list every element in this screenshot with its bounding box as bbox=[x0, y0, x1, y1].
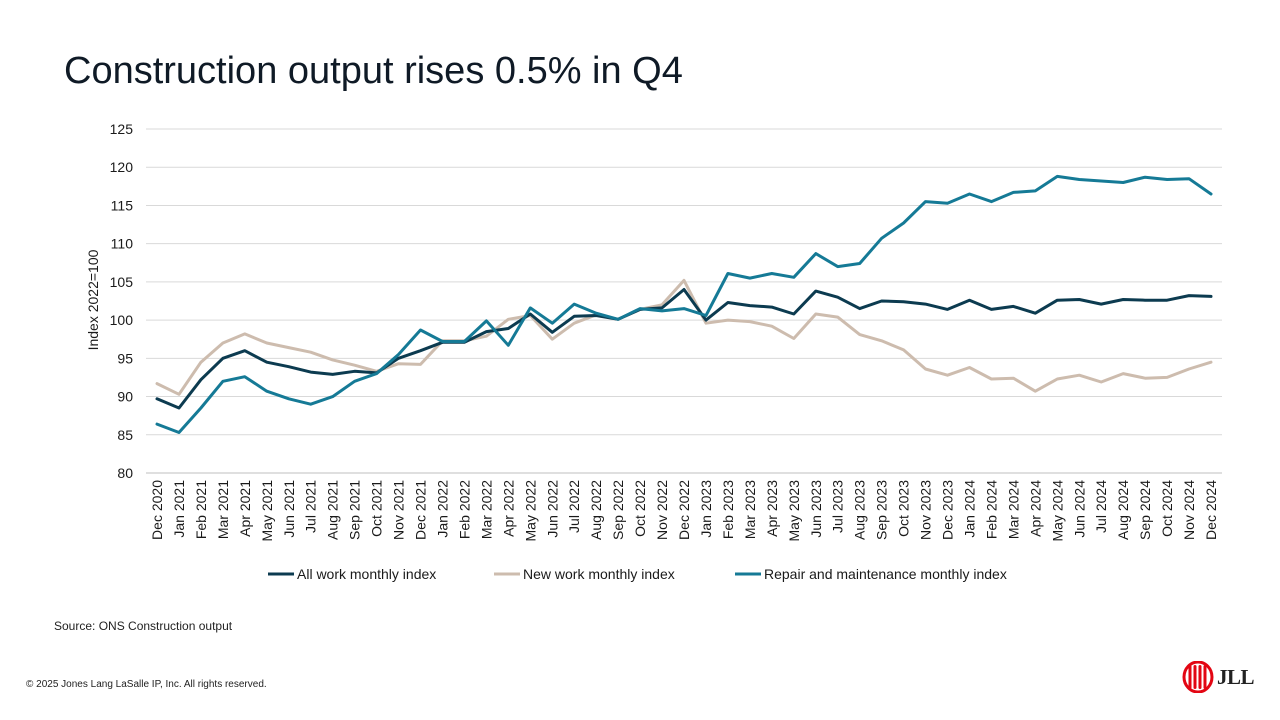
x-tick-label: May 2024 bbox=[1049, 480, 1065, 542]
x-tick-label: Oct 2022 bbox=[632, 480, 648, 537]
x-tick-label: Apr 2021 bbox=[237, 480, 253, 537]
y-tick-label: 90 bbox=[117, 389, 133, 405]
y-tick-label: 110 bbox=[111, 236, 134, 252]
x-tick-label: Jan 2024 bbox=[961, 480, 977, 538]
series-line bbox=[155, 174, 1213, 434]
x-tick-label: Jun 2021 bbox=[281, 480, 297, 538]
x-tick-label: Aug 2024 bbox=[1115, 480, 1131, 540]
y-tick-label: 85 bbox=[117, 427, 133, 443]
x-tick-label: Mar 2024 bbox=[1005, 480, 1021, 539]
chart-series bbox=[155, 174, 1213, 434]
jll-logo-icon bbox=[1182, 661, 1214, 693]
y-tick-label: 105 bbox=[110, 274, 134, 290]
series-line bbox=[155, 278, 1213, 396]
x-tick-label: Jan 2021 bbox=[171, 480, 187, 538]
legend-label: Repair and maintenance monthly index bbox=[764, 566, 1007, 582]
legend-label: All work monthly index bbox=[297, 566, 436, 582]
x-tick-label: Jun 2022 bbox=[544, 480, 560, 538]
x-axis-ticks: Dec 2020 Jan 2021 Feb 2021 Mar 2021 Apr 2021… bbox=[149, 480, 1219, 542]
x-tick-label: Dec 2023 bbox=[940, 480, 956, 540]
x-tick-label: Dec 2021 bbox=[413, 480, 429, 540]
copyright-note: © 2025 Jones Lang LaSalle IP, Inc. All r… bbox=[26, 679, 267, 690]
x-tick-label: Sep 2023 bbox=[874, 480, 890, 540]
x-tick-label: Nov 2022 bbox=[654, 480, 670, 540]
x-tick-label: Jun 2024 bbox=[1071, 480, 1087, 538]
x-tick-label: Sep 2022 bbox=[610, 480, 626, 540]
x-tick-label: May 2022 bbox=[522, 480, 538, 542]
y-tick-label: 80 bbox=[117, 465, 133, 481]
y-tick-label: 125 bbox=[110, 121, 134, 137]
x-tick-label: Jun 2023 bbox=[808, 480, 824, 538]
x-tick-label: Nov 2023 bbox=[918, 480, 934, 540]
x-tick-label: Feb 2023 bbox=[720, 480, 736, 539]
x-tick-label: Feb 2021 bbox=[193, 480, 209, 539]
page-title: Construction output rises 0.5% in Q4 bbox=[64, 50, 683, 92]
x-tick-label: Jul 2024 bbox=[1093, 480, 1109, 533]
y-tick-label: 100 bbox=[110, 312, 134, 328]
x-tick-label: Oct 2021 bbox=[369, 480, 385, 537]
y-axis-ticks: 80 85 90 95 100 105 110 115 120 125 bbox=[110, 121, 134, 481]
x-tick-label: Aug 2021 bbox=[325, 480, 341, 540]
x-tick-label: Feb 2022 bbox=[456, 480, 472, 539]
y-tick-label: 95 bbox=[117, 350, 133, 366]
chart-legend: All work monthly index New work monthly i… bbox=[268, 566, 1007, 582]
x-tick-label: Dec 2024 bbox=[1203, 480, 1219, 540]
jll-logo: JLL bbox=[1182, 660, 1255, 694]
x-tick-label: Jul 2021 bbox=[303, 480, 319, 533]
x-tick-label: Sep 2024 bbox=[1137, 480, 1153, 540]
x-tick-label: Mar 2023 bbox=[742, 480, 758, 539]
logo-text: JLL bbox=[1216, 664, 1255, 689]
x-tick-label: Aug 2022 bbox=[588, 480, 604, 540]
x-tick-label: Feb 2024 bbox=[983, 480, 999, 539]
x-tick-label: Apr 2024 bbox=[1027, 480, 1043, 537]
y-tick-label: 115 bbox=[111, 197, 134, 213]
x-tick-label: May 2021 bbox=[259, 480, 275, 542]
x-tick-label: Oct 2023 bbox=[896, 480, 912, 537]
x-tick-label: Jul 2022 bbox=[566, 480, 582, 533]
x-tick-label: Sep 2021 bbox=[347, 480, 363, 540]
source-note: Source: ONS Construction output bbox=[54, 619, 233, 633]
y-axis-label: Index 2022=100 bbox=[85, 249, 101, 350]
x-tick-label: Jan 2023 bbox=[698, 480, 714, 538]
series-line bbox=[155, 288, 1213, 410]
x-tick-label: Dec 2020 bbox=[149, 480, 165, 540]
x-tick-label: Aug 2023 bbox=[852, 480, 868, 540]
x-tick-label: Nov 2024 bbox=[1181, 480, 1197, 540]
legend-label: New work monthly index bbox=[523, 566, 675, 582]
x-tick-label: Oct 2024 bbox=[1159, 480, 1175, 537]
x-tick-label: Mar 2021 bbox=[215, 480, 231, 539]
line-chart: 80 85 90 95 100 105 110 115 120 125 Dec 2020 Jan 2… bbox=[85, 121, 1222, 582]
x-tick-label: Jul 2023 bbox=[830, 480, 846, 533]
x-tick-label: Apr 2023 bbox=[764, 480, 780, 537]
x-tick-label: Nov 2021 bbox=[391, 480, 407, 540]
x-tick-label: Jan 2022 bbox=[434, 480, 450, 538]
x-tick-label: Apr 2022 bbox=[500, 480, 516, 537]
x-tick-label: May 2023 bbox=[786, 480, 802, 542]
y-tick-label: 120 bbox=[110, 159, 134, 175]
x-tick-label: Dec 2022 bbox=[676, 480, 692, 540]
x-tick-label: Mar 2022 bbox=[478, 480, 494, 539]
